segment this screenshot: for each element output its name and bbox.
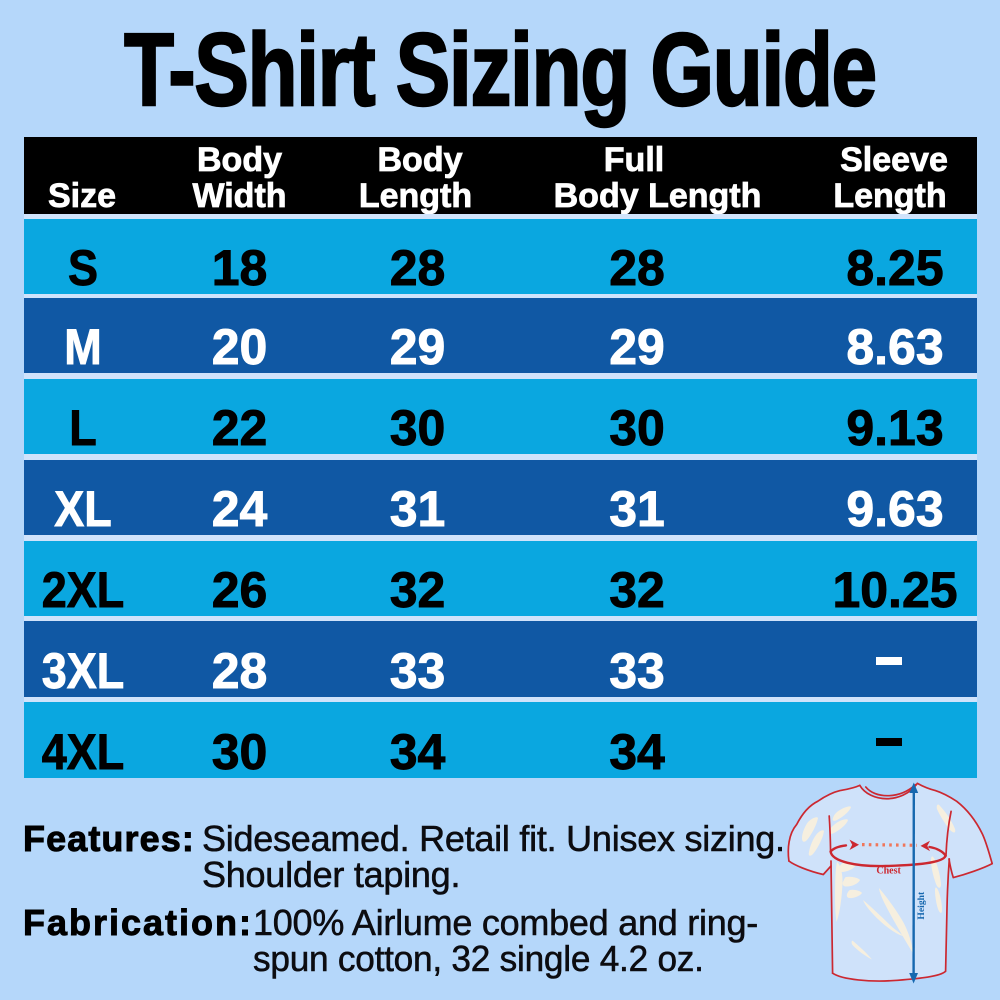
svg-text:Height: Height	[916, 891, 927, 920]
svg-text:Chest: Chest	[876, 865, 901, 876]
